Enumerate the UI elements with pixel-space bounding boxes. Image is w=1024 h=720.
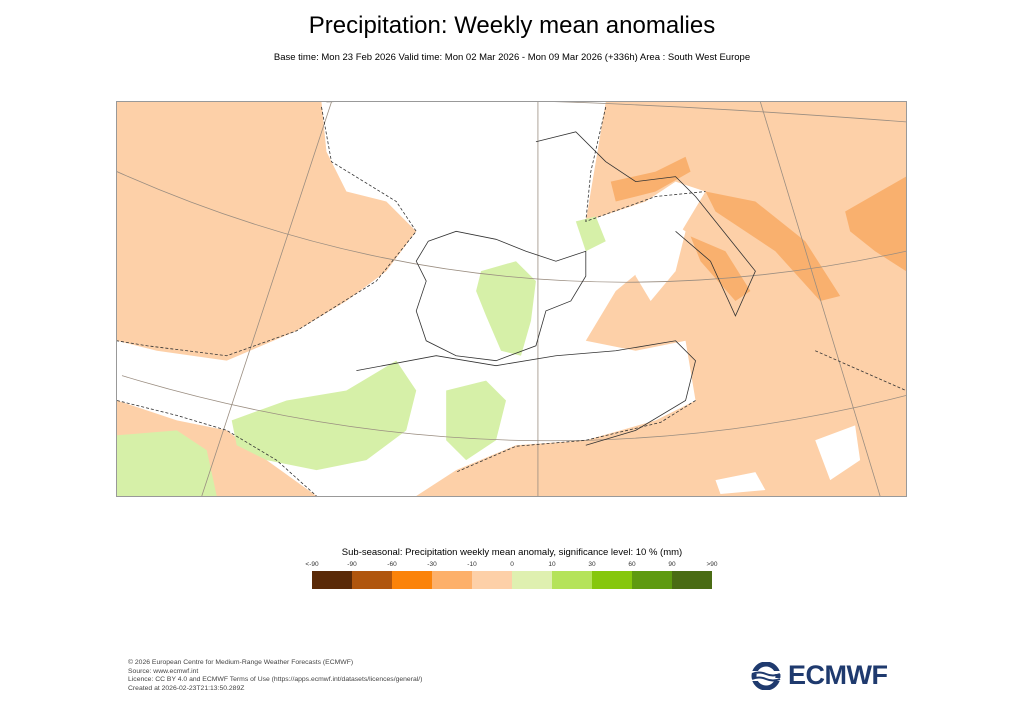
legend-tick: -90 (347, 561, 357, 568)
neutral-region-south (715, 425, 861, 495)
legend-color-swatch (552, 571, 592, 589)
legend-tick: 60 (628, 561, 636, 568)
anomaly-map (116, 101, 907, 497)
legend-colorbar (312, 571, 712, 589)
ecmwf-logo: ECMWF (748, 660, 888, 691)
legend-tick: <-90 (305, 561, 319, 568)
footer-created: Created at 2026-02-23T21:13:50.289Z (128, 684, 245, 692)
footer-source: Source: www.ecmwf.int (128, 667, 199, 675)
legend-ticks: <-90 -90 -60 -30 -10 0 10 30 60 90 >90 (305, 561, 717, 571)
legend-tick: -60 (387, 561, 397, 568)
legend-color-swatch (472, 571, 512, 589)
legend-tick: 10 (548, 561, 556, 568)
legend-tick: >90 (706, 561, 718, 568)
significance-contours (117, 106, 906, 496)
neutral-region-italy (625, 211, 686, 301)
legend-tick: 0 (510, 561, 514, 568)
ecmwf-logo-text: ECMWF (788, 660, 888, 690)
ecmwf-logo-icon (748, 661, 784, 690)
wet-region-pyrenees (575, 216, 606, 252)
footer-copyright: © 2026 European Centre for Medium-Range … (128, 659, 354, 666)
page-title: Precipitation: Weekly mean anomalies (308, 12, 716, 39)
page-subtitle: Base time: Mon 23 Feb 2026 Valid time: M… (273, 52, 751, 63)
dry-region-adriatic (705, 191, 841, 301)
footer-credits: © 2026 European Centre for Medium-Range … (128, 659, 422, 693)
dry-region-alps (610, 156, 691, 202)
legend-color-swatch (352, 571, 392, 589)
legend-color-swatch (632, 571, 672, 589)
graticule (117, 102, 906, 496)
legend-tick: -30 (427, 561, 437, 568)
legend-color-swatch (432, 571, 472, 589)
legend-tick: 90 (668, 561, 676, 568)
wet-region-spain-east (476, 261, 536, 356)
legend-tick: 30 (588, 561, 596, 568)
legend-title: Sub-seasonal: Precipitation weekly mean … (341, 547, 683, 558)
neutral-region (117, 102, 706, 496)
wet-region-southwest (117, 430, 217, 496)
wet-region-morocco (231, 360, 417, 471)
wet-region-algeria (446, 380, 507, 461)
legend-color-swatch (512, 571, 552, 589)
legend-tick: -10 (467, 561, 477, 568)
footer-licence: Licence: CC BY 4.0 and ECMWF Terms of Us… (128, 676, 423, 684)
dry-region-italy (690, 236, 751, 301)
dry-region-greece (845, 176, 906, 272)
legend-color-swatch (312, 571, 352, 589)
legend-color-swatch (672, 571, 712, 589)
legend-color-swatch (592, 571, 632, 589)
legend-color-swatch (392, 571, 432, 589)
